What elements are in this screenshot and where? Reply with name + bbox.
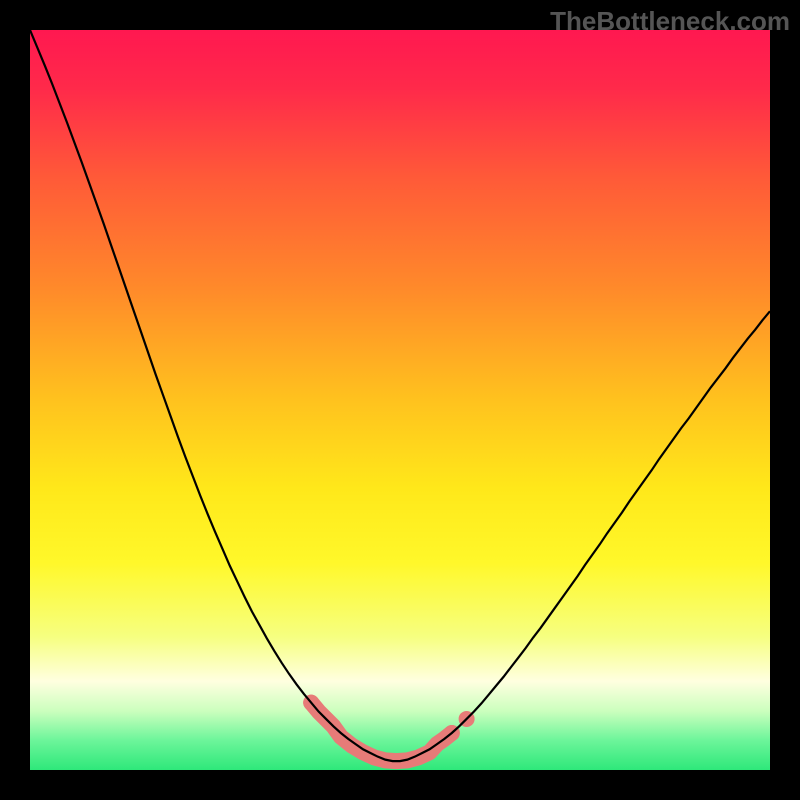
bottleneck-curve-chart <box>30 30 770 770</box>
chart-frame: TheBottleneck.com <box>0 0 800 800</box>
gradient-background <box>30 30 770 770</box>
